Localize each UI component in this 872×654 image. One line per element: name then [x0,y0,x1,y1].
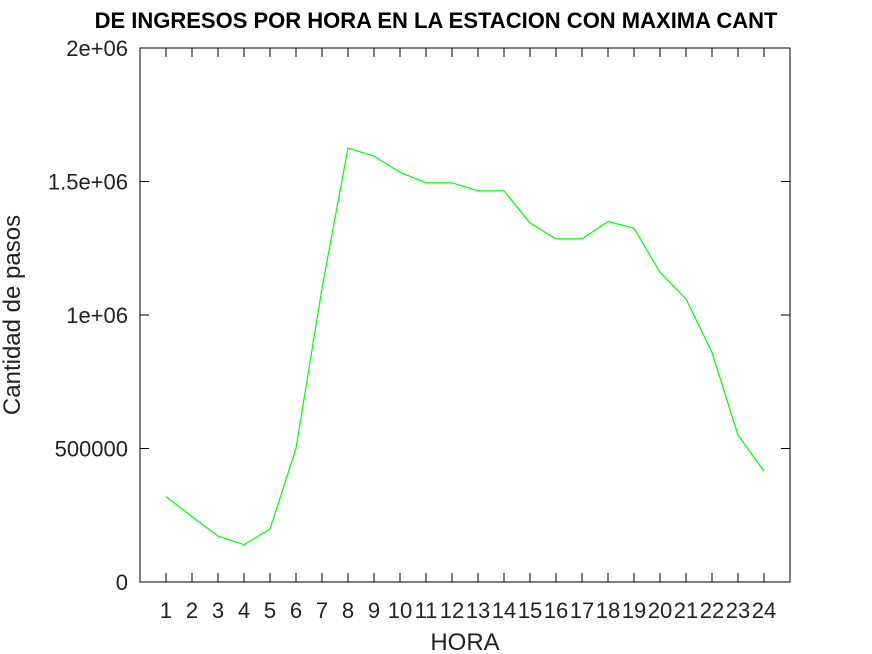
x-tick-label: 4 [238,598,250,623]
x-tick-label: 14 [492,598,516,623]
x-tick-label: 8 [342,598,354,623]
y-axis: 0 500000 1e+06 1.5e+06 2e+06 [48,36,790,595]
x-tick-label: 2 [186,598,198,623]
x-tick-label: 9 [368,598,380,623]
y-tick-label: 0 [116,570,128,595]
x-tick-label: 1 [160,598,172,623]
x-tick-label: 24 [752,598,776,623]
x-tick-label: 23 [726,598,750,623]
x-axis-label: HORA [430,629,499,654]
y-tick-label: 1e+06 [66,303,128,328]
x-tick-label: 10 [388,598,412,623]
y-tick-label: 2e+06 [66,36,128,61]
series-line-1 [165,147,765,546]
x-tick-label: 20 [648,598,672,623]
x-tick-label: 17 [570,598,594,623]
x-tick-label: 11 [415,598,438,623]
x-tick-label: 6 [290,598,302,623]
y-axis-label: Cantidad de pasos [0,215,26,415]
x-tick-label: 16 [544,598,568,623]
plot-frame [139,47,791,583]
x-tick-label: 22 [700,598,724,623]
y-tick-label: 500000 [55,437,128,462]
x-tick-label: 19 [622,598,646,623]
x-tick-label: 13 [466,598,490,623]
series-group [165,147,765,546]
x-tick-label: 7 [316,598,328,623]
x-tick-label: 18 [596,598,620,623]
x-tick-label: 5 [264,598,276,623]
y-tick-label: 1.5e+06 [48,170,128,195]
x-tick-label: 15 [518,598,542,623]
chart-title: DE INGRESOS POR HORA EN LA ESTACION CON … [95,8,778,33]
x-tick-label: 3 [212,598,224,623]
x-axis: 1 2 3 4 5 6 7 8 9 10 11 12 13 14 15 16 17 18 19 20 21 22 23 24 [160,48,776,623]
x-tick-label: 12 [440,598,464,623]
x-tick-label: 21 [674,598,698,623]
